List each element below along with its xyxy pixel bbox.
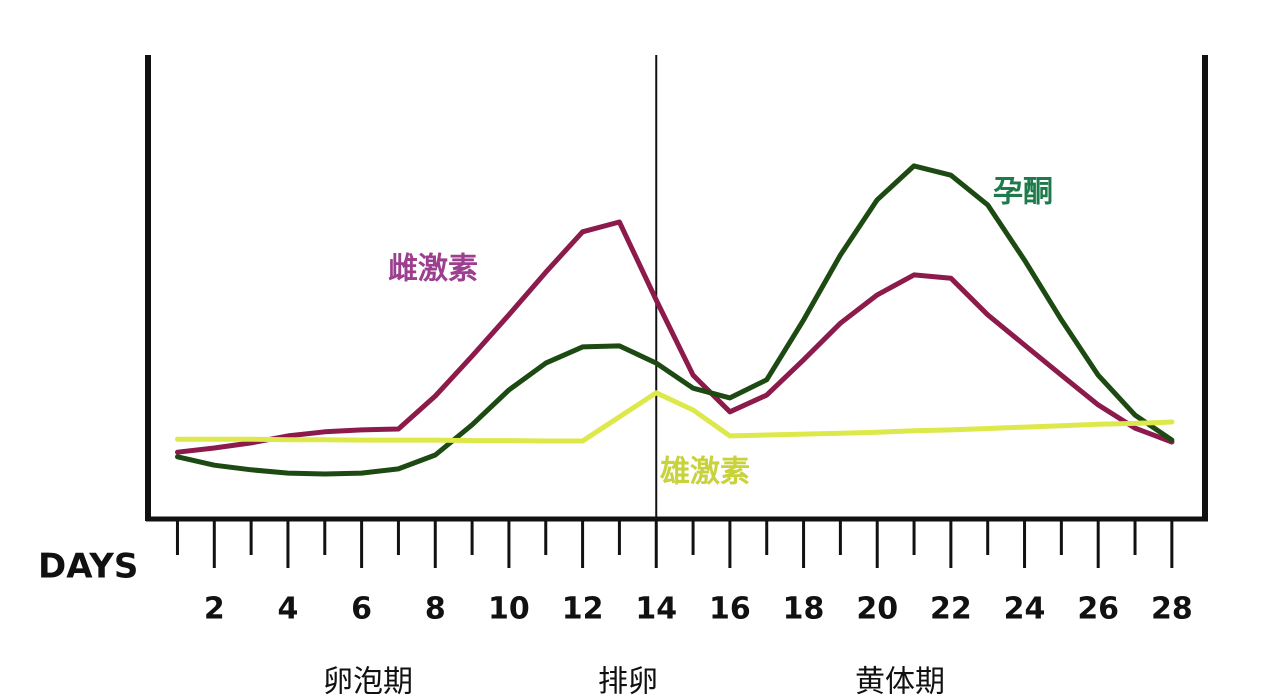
x-tick-label: 20 [856, 592, 898, 627]
phase-label: 黄体期 [855, 665, 945, 700]
x-tick-label: 4 [278, 592, 299, 627]
x-tick-label: 26 [1077, 592, 1119, 627]
x-tick-label: 14 [635, 592, 677, 627]
x-tick-label: 8 [425, 592, 446, 627]
series-line [175, 163, 1175, 477]
phase-label: 卵泡期 [323, 665, 413, 700]
x-tick-label: 22 [930, 592, 972, 627]
x-tick-label: 18 [783, 592, 825, 627]
x-tick-label: 28 [1151, 592, 1193, 627]
series-label: 雌激素 [388, 252, 478, 287]
x-tick-label: 6 [351, 592, 372, 627]
x-tick-label: 10 [488, 592, 530, 627]
series-label: 雄激素 [660, 455, 750, 490]
x-tick-label: 16 [709, 592, 751, 627]
series-line [175, 219, 1175, 455]
frame [145, 55, 1208, 522]
phase-label: 排卵 [598, 665, 658, 700]
x-tick-label: 12 [562, 592, 604, 627]
series-line [175, 390, 1175, 444]
x-tick-label: 24 [1004, 592, 1046, 627]
x-axis-title: DAYS [38, 547, 138, 587]
x-tick-label: 2 [204, 592, 225, 627]
series-label: 孕酮 [993, 175, 1053, 210]
